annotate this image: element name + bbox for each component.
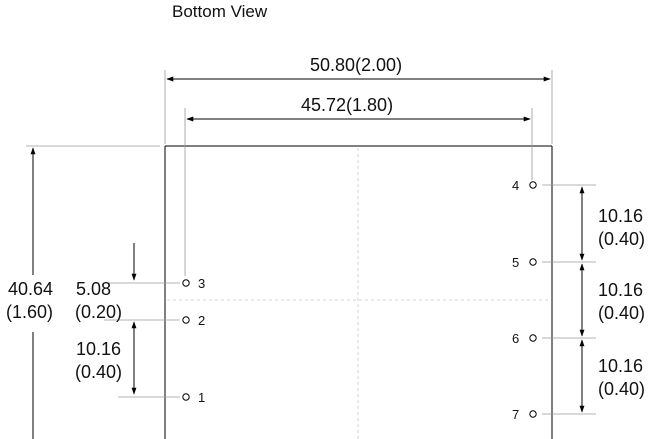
pin-6-label: 6 [512,331,519,346]
left-pitch-mm-label: 10.16 [76,339,121,359]
pin-span-label: 45.72(1.80) [301,95,393,115]
pin-7-label: 7 [512,407,519,422]
pin-2: 2 [182,313,205,328]
pin-3-label: 3 [198,276,205,291]
pin-7: 7 [512,407,537,422]
right-pitch-3-mm-label: 10.16 [598,356,643,376]
right-pitch-1-mm-label: 10.16 [598,206,643,226]
overall-width-dimension [164,70,553,144]
pin-3: 3 [182,276,205,291]
left-pitch-in-label: (0.40) [75,362,122,382]
offset-mm-label: 5.08 [76,279,111,299]
pin-2-label: 2 [198,313,205,328]
module-outline [164,145,553,439]
offset-in-label: (0.20) [75,302,122,322]
pin-6: 6 [512,331,537,346]
right-pitch-2-mm-label: 10.16 [598,280,643,300]
pin-1-label: 1 [198,390,205,405]
view-title: Bottom View [172,2,268,21]
right-pitch-3-in-label: (0.40) [598,379,645,399]
right-pitch-2-in-label: (0.40) [598,303,645,323]
pin-5: 5 [512,255,537,270]
overall-height-dimension [26,145,160,439]
pin-1: 1 [182,390,205,405]
left-pitch-dimension [118,321,180,398]
right-pitch-extensions [542,184,596,415]
pin-span-dimension [184,108,533,276]
overall-height-in-label: (1.60) [6,302,53,322]
right-pitch-1-in-label: (0.40) [598,229,645,249]
offset-dimension [104,243,180,321]
pin-5-label: 5 [512,255,519,270]
overall-height-mm-label: 40.64 [8,279,53,299]
pin-4: 4 [512,178,537,193]
pin-4-label: 4 [512,178,519,193]
overall-width-label: 50.80(2.00) [310,55,402,75]
